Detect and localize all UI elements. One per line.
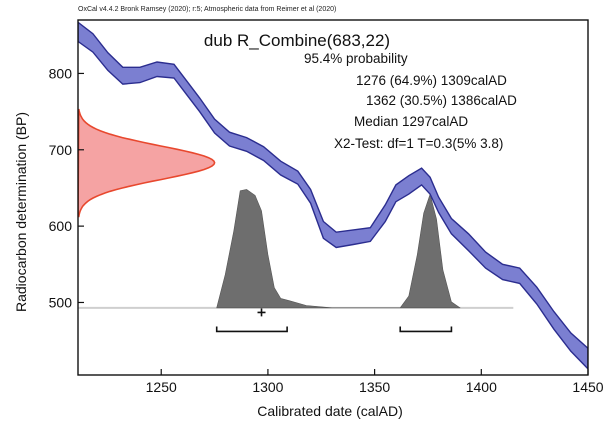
y-tick-label-600: 600 (49, 218, 73, 234)
x-tick-label-1450: 1450 (572, 379, 603, 395)
calibrated-distribution (216, 189, 461, 309)
info-line-5: X2-Test: df=1 T=0.3(5% 3.8) (334, 136, 503, 151)
radiocarbon-distribution (78, 108, 216, 218)
info-line-1: 95.4% probability (304, 51, 408, 66)
y-axis-label: Radiocarbon determination (BP) (13, 112, 29, 312)
x-tick-label-1400: 1400 (466, 379, 497, 395)
info-line-3: 1362 (30.5%) 1386calAD (366, 93, 517, 108)
x-tick-label-1250: 1250 (146, 379, 177, 395)
range-bracket-2 (399, 326, 453, 333)
x-tick-label-1300: 1300 (252, 379, 283, 395)
header-text: OxCal v4.4.2 Bronk Ramsey (2020); r:5; A… (78, 6, 336, 13)
x-axis-label: Calibrated date (calAD) (257, 403, 403, 419)
chart-title: dub R_Combine(683,22) (204, 31, 390, 50)
y-tick-label-800: 800 (49, 65, 73, 81)
probability-info: 95.4% probability 1276 (64.9%) 1309calAD 1… (304, 51, 517, 151)
info-line-2: 1276 (64.9%) 1309calAD (356, 73, 507, 88)
y-tick-label-500: 500 (49, 294, 73, 310)
info-line-4: Median 1297calAD (354, 114, 468, 129)
range-bracket-1 (215, 326, 288, 333)
y-tick-label-700: 700 (49, 142, 73, 158)
calibration-curve-band (78, 21, 588, 370)
plot-area (78, 21, 588, 370)
x-tick-label-1350: 1350 (359, 379, 390, 395)
plot-content (78, 21, 588, 370)
median-marker (257, 308, 266, 317)
plot-frame (77, 19, 589, 376)
axes: 1250 1300 1350 1400 1450 500 600 700 800 (49, 19, 603, 395)
